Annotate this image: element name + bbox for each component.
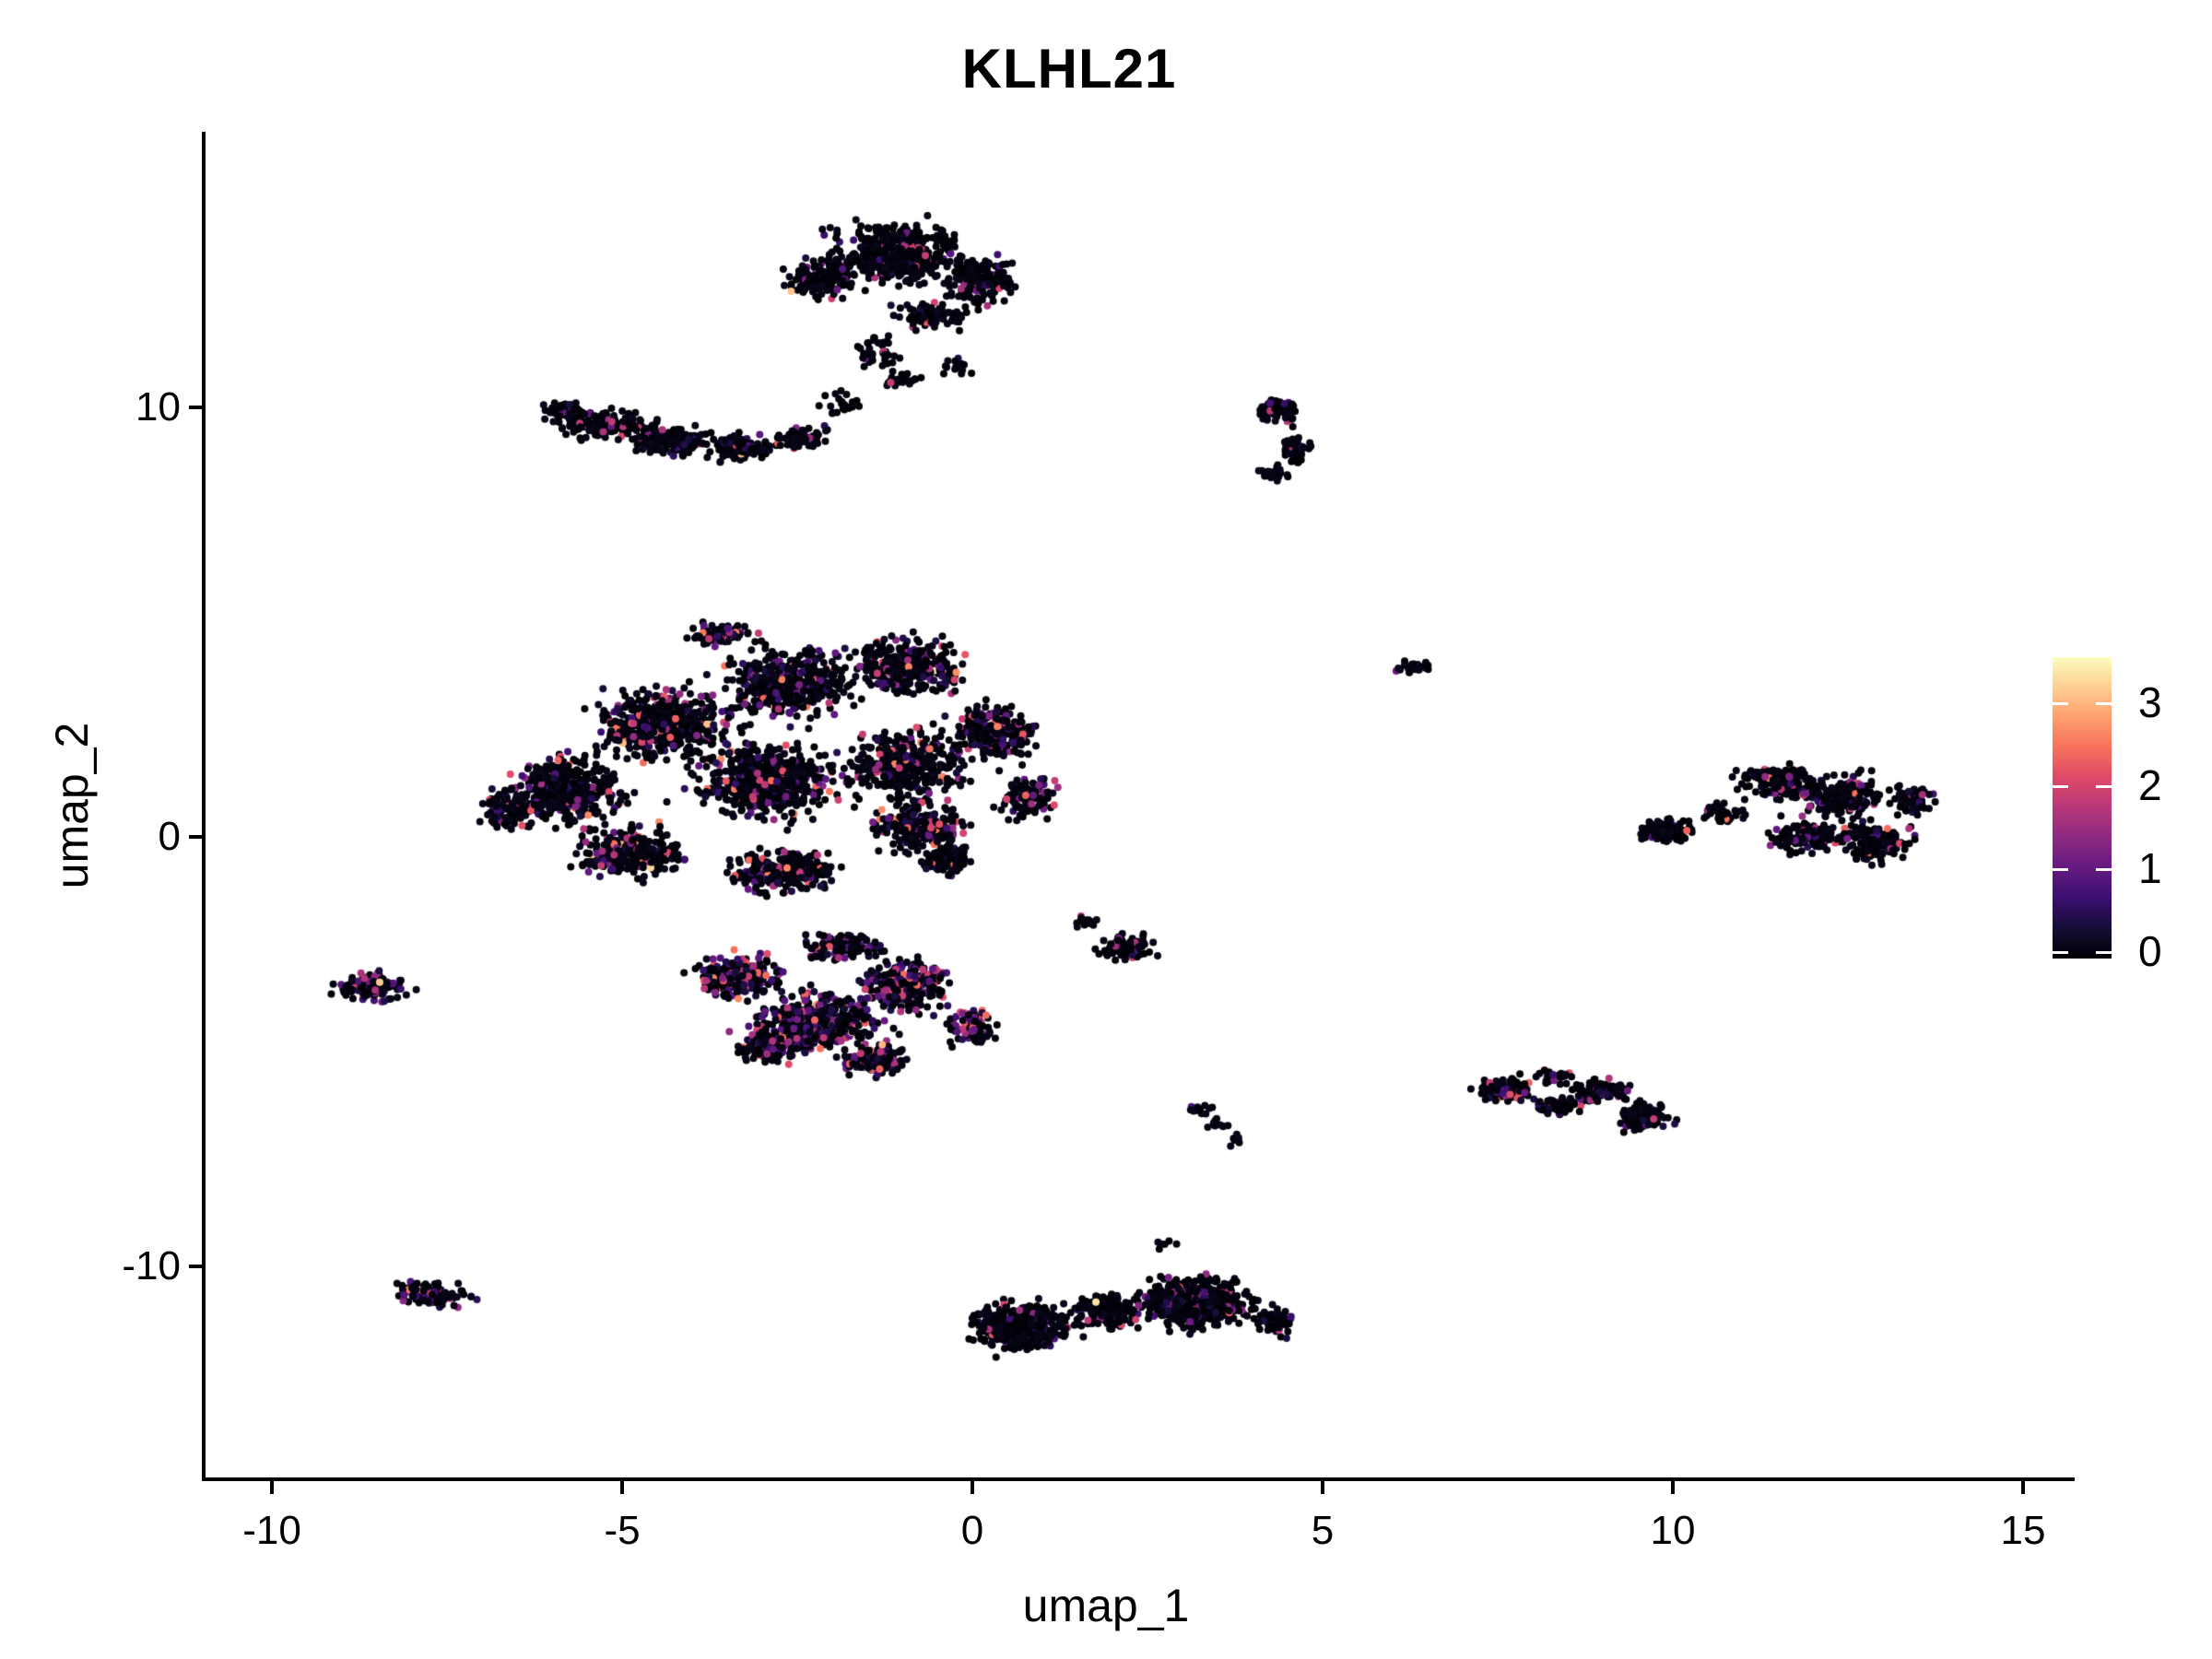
- y-tick-mark: [189, 835, 204, 839]
- colorbar-tick-mark: [2053, 951, 2068, 954]
- x-tick-mark: [2021, 1479, 2025, 1494]
- plot-title: KLHL21: [961, 38, 1177, 100]
- x-tick-mark: [1671, 1479, 1675, 1494]
- x-tick-mark: [971, 1479, 974, 1494]
- x-axis-line: [202, 1477, 2075, 1481]
- colorbar-tick-mark: [2053, 702, 2068, 705]
- y-tick-label: -10: [122, 1243, 181, 1288]
- colorbar-tick-mark: [2096, 868, 2112, 871]
- x-tick-mark: [620, 1479, 624, 1494]
- y-axis-line: [202, 132, 206, 1481]
- colorbar-tick-mark: [2096, 702, 2112, 705]
- x-tick-label: -5: [604, 1508, 641, 1553]
- x-tick-label: 5: [1311, 1508, 1335, 1553]
- y-axis-title: umap_2: [46, 722, 98, 889]
- colorbar-tick-label: 1: [2138, 844, 2162, 892]
- x-tick-mark: [270, 1479, 274, 1494]
- colorbar-tick-mark: [2053, 785, 2068, 788]
- x-tick-label: -10: [242, 1508, 301, 1553]
- y-tick-mark: [189, 1265, 204, 1268]
- colorbar-tick-mark: [2096, 785, 2112, 788]
- y-tick-mark: [189, 406, 204, 409]
- colorbar-tick-mark: [2053, 868, 2068, 871]
- colorbar-tick-label: 0: [2138, 927, 2162, 975]
- x-tick-label: 15: [2000, 1508, 2046, 1553]
- y-tick-label: 0: [158, 814, 181, 859]
- colorbar-gradient: [2053, 657, 2112, 959]
- y-tick-label: 10: [135, 384, 181, 429]
- colorbar-tick-mark: [2096, 951, 2112, 954]
- x-tick-label: 10: [1650, 1508, 1696, 1553]
- colorbar-tick-label: 2: [2138, 761, 2162, 809]
- x-tick-mark: [1321, 1479, 1324, 1494]
- x-axis-title: umap_1: [1022, 1580, 1190, 1631]
- x-tick-label: 0: [960, 1508, 984, 1553]
- colorbar-tick-label: 3: [2138, 678, 2162, 726]
